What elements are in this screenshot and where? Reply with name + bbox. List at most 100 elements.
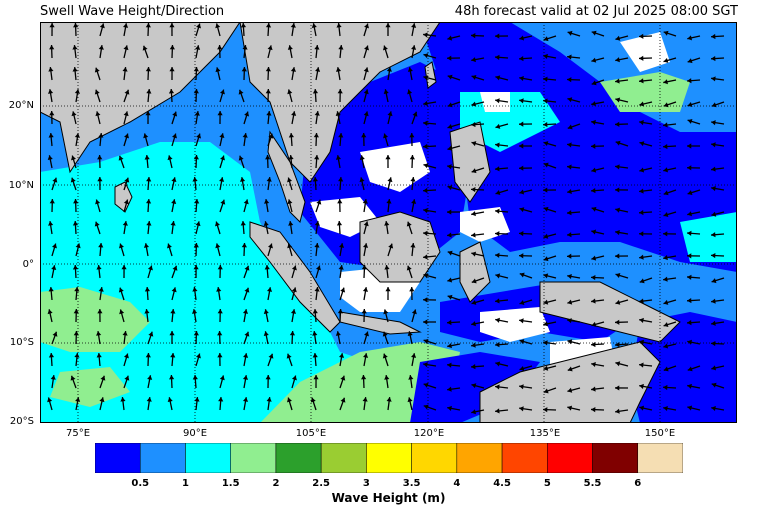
swell-arrow [407, 331, 413, 345]
swell-arrow [711, 185, 725, 192]
swell-arrow [267, 133, 274, 147]
swell-arrow [567, 405, 581, 411]
swell-arrow [287, 199, 293, 213]
swell-arrow [121, 264, 127, 279]
swell-arrow [217, 44, 223, 59]
swell-arrow [711, 405, 725, 412]
swell-arrow [146, 397, 152, 411]
colorbar-tick-label: 3.5 [402, 478, 421, 489]
swell-arrow [219, 177, 225, 191]
swell-arrow [238, 155, 245, 169]
swell-arrow [663, 299, 677, 305]
swell-arrow [243, 111, 250, 125]
swell-arrow [663, 79, 677, 85]
swell-arrow [567, 299, 581, 305]
swell-arrow [384, 375, 390, 389]
swell-arrow [615, 408, 629, 414]
swell-arrow [423, 75, 437, 81]
swell-arrow [543, 273, 557, 279]
swell-arrow [495, 189, 509, 195]
swell-arrow [241, 242, 247, 257]
swell-arrow [471, 101, 485, 107]
swell-arrow [74, 133, 80, 147]
swell-arrow [411, 199, 417, 213]
swell-arrow [542, 187, 557, 193]
swell-arrow [495, 123, 509, 129]
swell-arrow [216, 287, 222, 301]
swell-arrow [519, 299, 533, 305]
swell-arrow [171, 265, 178, 279]
swell-arrow [291, 111, 297, 125]
swell-arrow [146, 88, 152, 103]
swell-arrow [219, 155, 226, 169]
swell-arrow [494, 231, 509, 237]
swell-arrow [145, 66, 151, 81]
swell-arrow [99, 397, 105, 411]
swell-arrow [711, 277, 725, 284]
swell-arrow [567, 97, 581, 103]
swell-arrow [615, 361, 629, 367]
swell-arrow [218, 396, 224, 411]
swell-arrow [217, 330, 223, 345]
swell-arrow [662, 231, 677, 237]
swell-arrow [495, 298, 509, 304]
swell-arrow [290, 23, 296, 37]
swell-arrow [410, 243, 416, 257]
swell-arrow [663, 167, 677, 173]
swell-arrow [363, 331, 369, 345]
swell-arrow [471, 277, 485, 284]
swell-arrow [265, 154, 271, 169]
swell-arrow [446, 319, 461, 326]
swell-arrow [363, 89, 369, 103]
swell-arrow [219, 89, 225, 103]
colorbar-swatch [230, 443, 277, 473]
swell-arrow [169, 44, 175, 59]
colorbar-title: Wave Height (m) [331, 491, 446, 505]
swell-arrow [471, 299, 485, 305]
colorbar-swatch [456, 443, 503, 473]
swell-arrow [383, 133, 389, 147]
swell-arrow [97, 308, 103, 323]
swell-arrow [338, 243, 345, 257]
swell-arrow [543, 141, 557, 147]
swell-arrow [337, 198, 343, 213]
swell-arrow [590, 143, 605, 149]
swell-arrow [411, 45, 417, 59]
swell-arrow [446, 55, 461, 61]
swell-arrow [382, 331, 389, 345]
swell-arrow [243, 331, 250, 345]
swell-arrow [711, 211, 725, 217]
swell-arrow [144, 309, 150, 323]
swell-arrow [73, 330, 79, 345]
swell-arrow [687, 189, 701, 196]
swell-arrow [122, 331, 128, 345]
swell-arrow [72, 264, 79, 279]
swell-arrow [266, 111, 272, 125]
lat-label-10n: 10°N [8, 180, 34, 191]
swell-arrow [359, 155, 365, 169]
swell-arrow [384, 221, 390, 235]
swell-arrow [386, 397, 392, 411]
swell-arrow [614, 342, 629, 348]
swell-arrow [386, 67, 392, 81]
swell-arrow [591, 321, 605, 327]
swell-arrow [711, 320, 725, 326]
swell-arrow [192, 309, 198, 323]
swell-arrow [194, 111, 200, 125]
swell-arrow [73, 308, 79, 323]
swell-arrow [409, 154, 415, 169]
swell-arrow [123, 353, 129, 367]
swell-arrow [123, 199, 129, 213]
swell-arrow [471, 74, 485, 81]
swell-arrow [169, 374, 175, 389]
swell-arrow [48, 286, 54, 301]
swell-arrow [146, 176, 152, 191]
swell-arrow [48, 352, 55, 367]
wave-map [40, 22, 737, 423]
swell-arrow [363, 45, 369, 59]
swell-arrow [193, 88, 199, 103]
swell-arrow [243, 353, 249, 367]
colorbar [95, 443, 683, 473]
colorbar-tick-label: 5.5 [583, 478, 602, 489]
swell-arrow [49, 110, 55, 125]
